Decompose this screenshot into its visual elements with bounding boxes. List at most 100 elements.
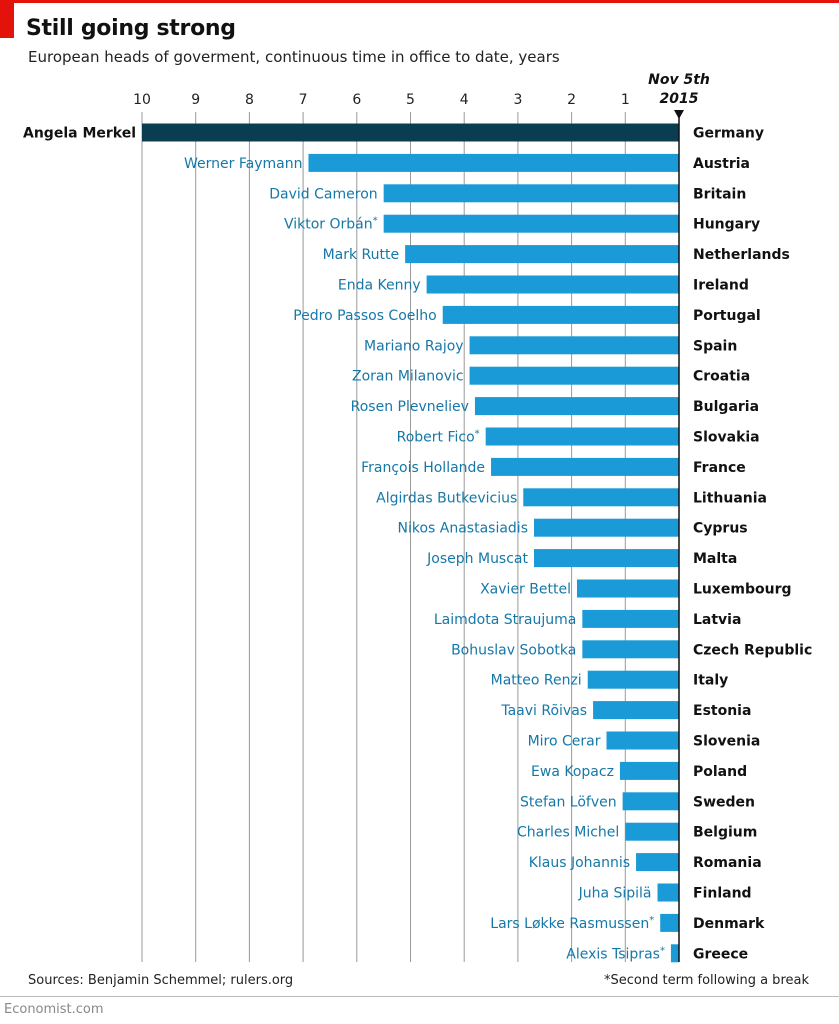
leader-label: Lars Løkke Rasmussen*: [490, 915, 654, 932]
country-label: Austria: [693, 156, 750, 172]
leader-label: Robert Fico*: [397, 429, 480, 446]
leader-label: Zoran Milanovic: [352, 369, 464, 385]
bar: [625, 822, 679, 841]
bar: [308, 153, 679, 172]
country-label: Malta: [693, 551, 737, 567]
country-label: Portugal: [693, 308, 761, 324]
country-label: Netherlands: [693, 247, 790, 263]
bar: [383, 214, 679, 233]
bar: [534, 549, 679, 568]
country-label: Britain: [693, 186, 746, 202]
date-label-line1: Nov 5th: [648, 72, 710, 88]
bar: [582, 640, 679, 659]
leader-label: Joseph Muscat: [426, 551, 528, 567]
leader-label: Laimdota Straujuma: [434, 612, 576, 628]
bar: [474, 397, 679, 416]
leader-label: Alexis Tsipras*: [566, 945, 665, 962]
country-label: Romania: [693, 855, 762, 871]
bar: [534, 518, 679, 537]
leader-label: Nikos Anastasiadis: [397, 521, 528, 537]
date-label-line2: 2015: [660, 91, 699, 107]
leader-label: Ewa Kopacz: [531, 764, 614, 780]
country-label: Bulgaria: [693, 399, 759, 415]
x-tick-label: 9: [191, 92, 200, 108]
country-label: Ireland: [693, 278, 749, 294]
second-term-asterisk: *: [475, 429, 480, 440]
bar: [582, 609, 679, 628]
leader-label: Matteo Renzi: [491, 673, 582, 689]
bar: [142, 123, 679, 142]
country-label: Sweden: [693, 794, 755, 810]
bar: [405, 245, 679, 264]
leader-label: Angela Merkel: [23, 126, 136, 142]
bar: [383, 184, 679, 203]
country-label: Belgium: [693, 825, 757, 841]
leader-label: Algirdas Butkevicius: [376, 490, 517, 506]
x-tick-label: 8: [245, 92, 254, 108]
bar: [587, 670, 679, 689]
sources-note: Sources: Benjamin Schemmel; rulers.org: [28, 973, 294, 988]
country-label: Cyprus: [693, 521, 748, 537]
bar: [442, 305, 679, 324]
chart-subtitle: European heads of goverment, continuous …: [28, 48, 560, 66]
leader-label: Bohuslav Sobotka: [451, 642, 576, 658]
brand-tag: [0, 0, 14, 38]
bar-chart: 10 9 8 7 6 5 4 3 2 1 Nov 5th 2015 Angela Merkel Germa…: [23, 72, 812, 963]
country-label: Lithuania: [693, 490, 767, 506]
country-label: Luxembourg: [693, 582, 792, 598]
bar: [593, 701, 679, 720]
bar: [606, 731, 679, 750]
leader-label: Pedro Passos Coelho: [293, 308, 436, 324]
x-tick-label: 1: [621, 92, 630, 108]
bar: [485, 427, 679, 446]
footer-divider: [0, 996, 839, 997]
leader-label: Mariano Rajoy: [364, 338, 464, 354]
leader-label: Mark Rutte: [323, 247, 400, 263]
country-label: Slovakia: [693, 430, 760, 446]
leader-label: Taavi Rõivas: [500, 703, 587, 719]
second-term-asterisk: *: [649, 915, 654, 926]
bar: [426, 275, 679, 294]
bar: [622, 792, 679, 811]
second-term-asterisk: *: [660, 945, 665, 956]
chart-title: Still going strong: [26, 16, 236, 41]
x-tick-label: 4: [460, 92, 469, 108]
country-label: Latvia: [693, 612, 741, 628]
leader-label: Charles Michel: [517, 825, 619, 841]
country-label: Italy: [693, 673, 728, 689]
leader-label: Klaus Johannis: [529, 855, 630, 871]
country-label: Finland: [693, 886, 752, 902]
leader-label: Rosen Plevneliev: [351, 399, 469, 415]
bar: [576, 579, 679, 598]
country-label: Hungary: [693, 217, 760, 233]
leader-label: Viktor Orbán*: [284, 216, 378, 233]
top-accent-line: [0, 0, 839, 3]
leader-label: Xavier Bettel: [480, 582, 571, 598]
bar: [636, 853, 679, 872]
country-label: Slovenia: [693, 734, 760, 750]
second-term-asterisk: *: [373, 216, 378, 227]
leader-label: Miro Cerar: [528, 734, 601, 750]
country-label: Czech Republic: [693, 642, 812, 658]
leader-label: Enda Kenny: [338, 278, 421, 294]
brand-logo-text: Economist.com: [4, 1002, 104, 1017]
x-tick-label: 7: [299, 92, 308, 108]
footnote: *Second term following a break: [604, 973, 809, 988]
x-tick-label: 3: [513, 92, 522, 108]
country-label: France: [693, 460, 746, 476]
bar: [660, 913, 679, 932]
leader-label: Juha Sipilä: [578, 886, 652, 902]
country-label: Greece: [693, 946, 748, 962]
leader-label: Stefan Löfven: [520, 794, 617, 810]
x-tick-label: 6: [352, 92, 361, 108]
x-tick-label: 5: [406, 92, 415, 108]
leader-label: Werner Faymann: [184, 156, 302, 172]
country-label: Germany: [693, 126, 764, 142]
bar: [670, 944, 679, 963]
bar: [491, 457, 679, 476]
bar: [469, 336, 679, 355]
leader-label: David Cameron: [269, 186, 377, 202]
country-label: Poland: [693, 764, 747, 780]
bar: [619, 761, 679, 780]
bar: [469, 366, 679, 385]
